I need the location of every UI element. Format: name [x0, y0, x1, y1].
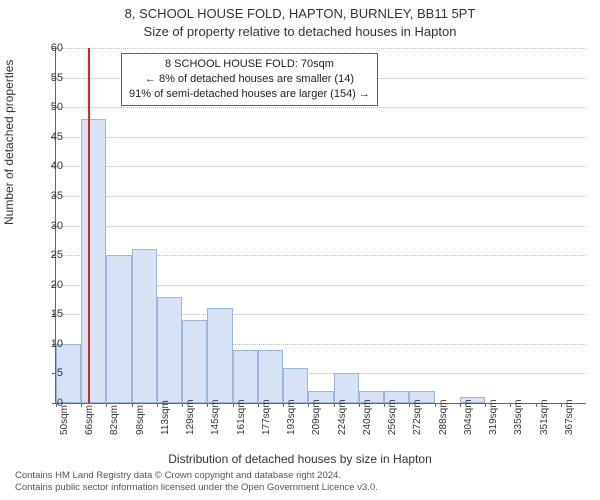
annotation-line1: 8 SCHOOL HOUSE FOLD: 70sqm: [129, 57, 370, 72]
histogram-bar: [81, 119, 106, 403]
annotation-line2: ← 8% of detached houses are smaller (14): [129, 72, 370, 87]
ytick-label: 50: [38, 101, 63, 113]
xtick-mark: [561, 403, 562, 407]
xtick-label: 209sqm: [311, 399, 322, 435]
footer-line2: Contains public sector information licen…: [15, 482, 585, 494]
xtick-label: 367sqm: [564, 399, 575, 435]
xtick-mark: [308, 403, 309, 407]
xtick-mark: [536, 403, 537, 407]
xtick-mark: [409, 403, 410, 407]
grid-line: [56, 137, 586, 138]
grid-line: [56, 196, 586, 197]
xtick-label: 351sqm: [539, 399, 550, 435]
xtick-mark: [132, 403, 133, 407]
xtick-mark: [207, 403, 208, 407]
histogram-bar: [157, 297, 182, 404]
xtick-mark: [283, 403, 284, 407]
xtick-label: 50sqm: [59, 405, 70, 435]
xtick-label: 272sqm: [412, 399, 423, 435]
chart-title-line1: 8, SCHOOL HOUSE FOLD, HAPTON, BURNLEY, B…: [0, 6, 600, 21]
property-marker-line: [88, 48, 90, 403]
xtick-label: 193sqm: [286, 399, 297, 435]
ytick-label: 55: [38, 72, 63, 84]
annotation-line3: 91% of semi-detached houses are larger (…: [129, 87, 370, 102]
histogram-bar: [132, 249, 157, 403]
ytick-label: 35: [38, 190, 63, 202]
xtick-label: 82sqm: [109, 405, 120, 435]
grid-line: [56, 226, 586, 227]
chart-title-line2: Size of property relative to detached ho…: [0, 24, 600, 39]
xtick-mark: [182, 403, 183, 407]
histogram-bar: [283, 368, 308, 404]
xtick-label: 145sqm: [210, 399, 221, 435]
xtick-label: 177sqm: [261, 399, 272, 435]
xtick-label: 319sqm: [488, 399, 499, 435]
histogram-bar: [207, 308, 232, 403]
grid-line: [56, 166, 586, 167]
xtick-label: 304sqm: [463, 399, 474, 435]
xtick-label: 256sqm: [387, 399, 398, 435]
chart-container: 8, SCHOOL HOUSE FOLD, HAPTON, BURNLEY, B…: [0, 0, 600, 500]
ytick-label: 10: [38, 338, 63, 350]
histogram-bar: [233, 350, 258, 403]
x-axis-label: Distribution of detached houses by size …: [0, 452, 600, 466]
xtick-label: 335sqm: [513, 399, 524, 435]
xtick-mark: [258, 403, 259, 407]
histogram-bar: [258, 350, 283, 403]
xtick-mark: [157, 403, 158, 407]
ytick-label: 20: [38, 279, 63, 291]
ytick-label: 30: [38, 220, 63, 232]
xtick-label: 161sqm: [236, 399, 247, 435]
xtick-label: 240sqm: [362, 399, 373, 435]
ytick-label: 5: [38, 367, 63, 379]
xtick-label: 224sqm: [337, 399, 348, 435]
xtick-mark: [334, 403, 335, 407]
ytick-label: 40: [38, 160, 63, 172]
grid-line: [56, 107, 586, 108]
xtick-mark: [106, 403, 107, 407]
ytick-label: 15: [38, 308, 63, 320]
grid-line: [56, 48, 586, 49]
footer-line1: Contains HM Land Registry data © Crown c…: [15, 470, 585, 482]
xtick-mark: [485, 403, 486, 407]
xtick-mark: [384, 403, 385, 407]
ytick-label: 25: [38, 249, 63, 261]
plot-area: 50sqm66sqm82sqm98sqm113sqm129sqm145sqm16…: [55, 48, 586, 404]
xtick-label: 288sqm: [438, 399, 449, 435]
xtick-label: 113sqm: [160, 400, 171, 435]
ytick-label: 0: [38, 397, 63, 409]
y-axis-label: Number of detached properties: [2, 60, 16, 225]
xtick-mark: [435, 403, 436, 407]
xtick-mark: [233, 403, 234, 407]
xtick-label: 98sqm: [135, 405, 146, 435]
xtick-label: 129sqm: [185, 399, 196, 435]
xtick-mark: [81, 403, 82, 407]
footer-attribution: Contains HM Land Registry data © Crown c…: [15, 470, 585, 494]
xtick-mark: [510, 403, 511, 407]
ytick-label: 45: [38, 131, 63, 143]
annotation-box: 8 SCHOOL HOUSE FOLD: 70sqm← 8% of detach…: [121, 53, 378, 106]
ytick-label: 60: [38, 42, 63, 54]
xtick-mark: [359, 403, 360, 407]
xtick-label: 66sqm: [84, 405, 95, 435]
histogram-bar: [106, 255, 131, 403]
xtick-mark: [460, 403, 461, 407]
histogram-bar: [182, 320, 207, 403]
